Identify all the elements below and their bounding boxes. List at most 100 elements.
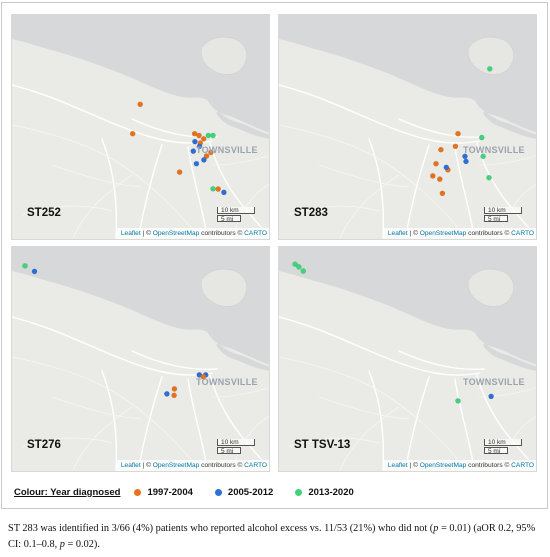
case-marker[interactable] [296, 264, 302, 270]
city-label: TOWNSVILLE [463, 145, 525, 155]
legend-label: 1997-2004 [147, 486, 193, 498]
case-marker[interactable] [488, 393, 494, 400]
case-marker[interactable] [439, 190, 446, 197]
case-marker[interactable] [196, 143, 203, 150]
case-marker[interactable] [22, 262, 28, 269]
carto-link[interactable]: CARTO [244, 462, 267, 469]
scale-bar: 10 km 5 mi [484, 207, 522, 223]
case-marker[interactable] [455, 130, 461, 137]
case-marker[interactable] [203, 153, 210, 159]
case-marker[interactable] [486, 66, 493, 72]
attribution-text: contributors © [468, 230, 510, 237]
legend: Colour: Year diagnosed 1997-2004 2005-20… [14, 485, 376, 499]
panel-label: ST252 [27, 207, 61, 219]
basemap[interactable] [12, 247, 270, 472]
case-marker[interactable] [201, 157, 207, 163]
map-panel-st276[interactable]: TOWNSVILLE ST276 10 km 5 mi Leaflet | © O… [11, 246, 270, 472]
case-marker[interactable] [429, 173, 436, 179]
basemap[interactable] [12, 15, 270, 240]
scale-bar: 10 km 5 mi [484, 439, 522, 455]
case-marker[interactable] [452, 143, 459, 150]
case-marker[interactable] [463, 158, 469, 165]
carto-link[interactable]: CARTO [511, 230, 534, 237]
map-attribution: Leaflet | © OpenStreetMap contributors ©… [383, 460, 536, 471]
case-marker[interactable] [292, 261, 298, 268]
leaflet-link[interactable]: Leaflet [120, 462, 141, 469]
scale-km: 10 km [217, 439, 255, 446]
case-marker[interactable] [438, 146, 444, 153]
scale-mi: 5 mi [217, 447, 241, 455]
case-marker[interactable] [190, 148, 197, 154]
case-marker[interactable] [443, 164, 450, 171]
leaflet-link[interactable]: Leaflet [387, 462, 408, 469]
case-marker[interactable] [176, 169, 183, 175]
scale-bar: 10 km 5 mi [217, 439, 255, 455]
case-marker[interactable] [193, 160, 200, 167]
case-marker[interactable] [486, 174, 492, 181]
case-marker[interactable] [480, 153, 486, 160]
case-marker[interactable] [455, 398, 461, 404]
case-marker[interactable] [171, 392, 177, 399]
map-panel-st252[interactable]: TOWNSVILLE ST252 10 km 5 mi Leaflet | © O… [11, 14, 270, 240]
osm-link[interactable]: OpenStreetMap [152, 462, 200, 469]
city-label: TOWNSVILLE [463, 377, 525, 387]
map-panel-st-tsv-13[interactable]: TOWNSVILLE ST TSV-13 10 km 5 mi Leaflet |… [278, 246, 537, 472]
leaflet-link[interactable]: Leaflet [120, 230, 141, 237]
scale-km: 10 km [484, 207, 522, 214]
panel-label: ST TSV-13 [294, 439, 351, 451]
city-label: TOWNSVILLE [196, 145, 258, 155]
legend-item-2013-2020: 2013-2020 [295, 487, 354, 498]
case-marker[interactable] [221, 189, 227, 196]
attribution-text: contributors © [201, 462, 243, 469]
figure-caption: ST 283 was identified in 3/66 (4%) patie… [8, 523, 536, 550]
case-marker[interactable] [31, 268, 38, 275]
map-attribution: Leaflet | © OpenStreetMap contributors ©… [116, 228, 269, 239]
city-label: TOWNSVILLE [196, 377, 258, 387]
case-marker[interactable] [433, 160, 439, 167]
case-marker[interactable] [137, 101, 143, 108]
case-marker[interactable] [200, 373, 207, 380]
panel-label: ST276 [27, 439, 61, 451]
legend-label: 2005-2012 [227, 486, 274, 498]
legend-title: Colour: Year diagnosed [14, 486, 121, 498]
legend-item-1997-2004: 1997-2004 [134, 486, 193, 498]
case-marker[interactable] [436, 176, 443, 182]
osm-link[interactable]: OpenStreetMap [152, 230, 200, 237]
scale-km: 10 km [484, 439, 522, 446]
carto-link[interactable]: CARTO [244, 230, 267, 237]
basemap[interactable] [279, 15, 537, 240]
scale-bar: 10 km 5 mi [217, 207, 255, 223]
panel-label: ST283 [294, 207, 328, 219]
case-marker[interactable] [171, 386, 178, 392]
case-marker[interactable] [300, 268, 307, 274]
case-marker[interactable] [478, 134, 485, 141]
case-marker[interactable] [210, 185, 216, 192]
case-marker[interactable] [129, 130, 136, 137]
scale-mi: 5 mi [484, 447, 508, 455]
case-marker[interactable] [210, 132, 216, 139]
legend-dot-green [295, 488, 303, 496]
case-marker[interactable] [208, 149, 214, 156]
case-marker[interactable] [215, 186, 221, 192]
case-marker[interactable] [205, 132, 212, 139]
legend-dot-orange [134, 488, 142, 496]
case-marker[interactable] [200, 136, 207, 142]
case-marker[interactable] [462, 153, 468, 160]
carto-link[interactable]: CARTO [511, 462, 534, 469]
scale-mi: 5 mi [217, 215, 241, 223]
map-attribution: Leaflet | © OpenStreetMap contributors ©… [383, 228, 536, 239]
case-marker[interactable] [196, 132, 202, 139]
case-marker[interactable] [164, 391, 170, 397]
osm-link[interactable]: OpenStreetMap [419, 462, 467, 469]
osm-link[interactable]: OpenStreetMap [419, 230, 467, 237]
scale-km: 10 km [217, 207, 255, 214]
case-marker[interactable] [192, 138, 198, 145]
map-attribution: Leaflet | © OpenStreetMap contributors ©… [116, 460, 269, 471]
leaflet-link[interactable]: Leaflet [387, 230, 408, 237]
map-panel-st283[interactable]: TOWNSVILLE ST283 10 km 5 mi Leaflet | © O… [278, 14, 537, 240]
legend-item-2005-2012: 2005-2012 [214, 486, 274, 498]
legend-dot-blue [214, 488, 222, 496]
attribution-text: contributors © [201, 230, 243, 237]
attribution-text: contributors © [468, 462, 510, 469]
scale-mi: 5 mi [484, 215, 508, 223]
